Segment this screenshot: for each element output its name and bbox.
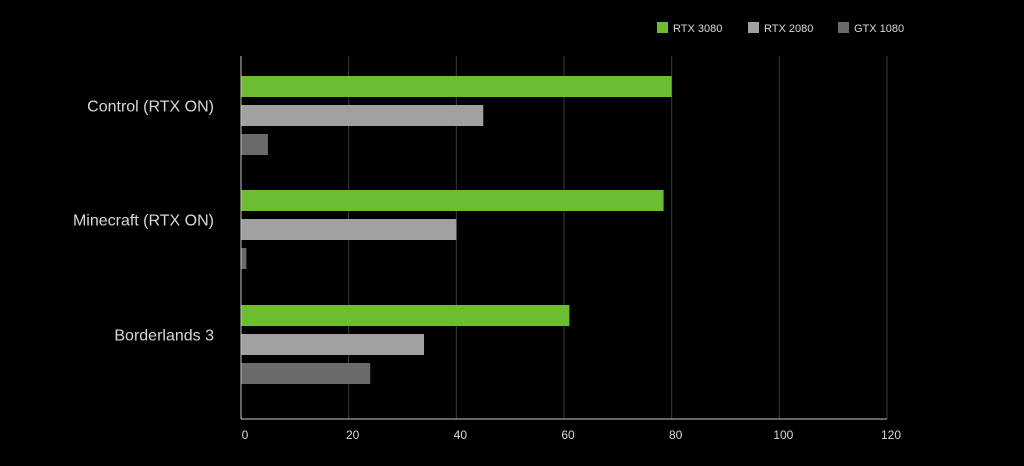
bar-gtx-1080-1	[241, 248, 247, 269]
bar-rtx-3080-1	[241, 190, 664, 211]
x-tick-label-0: 0	[242, 428, 249, 442]
axes	[240, 56, 887, 420]
category-labels: Control (RTX ON) Minecraft (RTX ON) Border…	[73, 99, 214, 345]
bar-gtx-1080-0	[241, 134, 268, 155]
legend-label: RTX 3080	[673, 23, 722, 35]
legend-label: GTX 1080	[854, 23, 904, 35]
x-tick-label-80: 80	[669, 428, 683, 442]
x-tick-label-20: 20	[346, 428, 360, 442]
bar-rtx-3080-0	[241, 76, 672, 97]
category-label-1: Minecraft (RTX ON)	[73, 213, 214, 230]
legend-item-rtx-3080: RTX 3080	[657, 22, 722, 35]
bar-rtx-3080-2	[241, 305, 570, 326]
x-tick-label-100: 100	[773, 428, 793, 442]
x-tick-labels: 0 20 40 60 80 100 120	[242, 428, 902, 442]
bar-rtx-2080-1	[241, 219, 457, 240]
legend-label: RTX 2080	[764, 23, 813, 35]
legend-item-rtx-2080: RTX 2080	[748, 22, 813, 35]
legend-item-gtx-1080: GTX 1080	[838, 22, 904, 35]
bars	[241, 76, 672, 384]
x-tick-label-40: 40	[454, 428, 468, 442]
x-tick-label-60: 60	[561, 428, 575, 442]
category-label-2: Borderlands 3	[114, 328, 214, 345]
legend-swatch	[748, 22, 759, 33]
bar-rtx-2080-2	[241, 334, 425, 355]
x-tick-label-120: 120	[881, 428, 901, 442]
legend-swatch	[657, 22, 668, 33]
bar-gtx-1080-2	[241, 363, 371, 384]
legend-swatch	[838, 22, 849, 33]
bar-rtx-2080-0	[241, 105, 484, 126]
legend: RTX 3080 RTX 2080 GTX 1080	[657, 22, 904, 35]
category-label-0: Control (RTX ON)	[87, 99, 214, 116]
